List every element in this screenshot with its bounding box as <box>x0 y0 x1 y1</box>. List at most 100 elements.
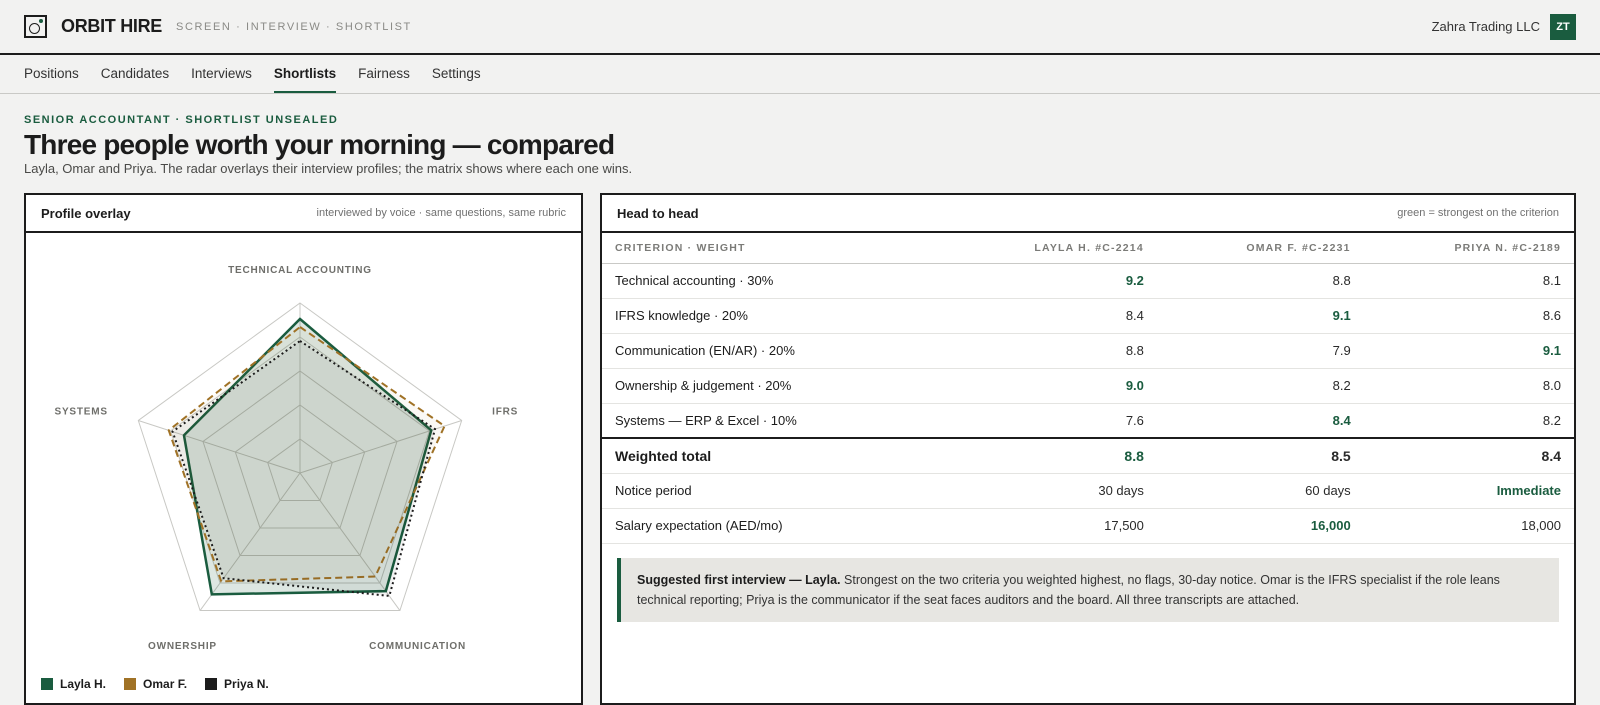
score-cell: 7.6 <box>942 403 1157 439</box>
profile-overlay-panel: Profile overlay interviewed by voice · s… <box>24 193 583 705</box>
matrix-title: Head to head <box>617 205 699 221</box>
score-cell: 8.4 <box>1156 403 1364 439</box>
table-row: Notice period 30 days 60 days Immediate <box>602 473 1574 509</box>
score-cell: 7.9 <box>1156 333 1364 369</box>
matrix-note: green = strongest on the criterion <box>1397 207 1559 219</box>
legend-label-omar: Omar F. <box>143 677 188 691</box>
column-header-criterion: CRITERION · WEIGHT <box>602 233 942 264</box>
table-header-row: CRITERION · WEIGHT LAYLA H. #C-2214 OMAR… <box>602 233 1574 264</box>
suggestion-callout: Suggested first interview — Layla. Stron… <box>617 557 1559 622</box>
score-cell: 8.8 <box>942 437 1157 474</box>
score-cell: 8.1 <box>1363 263 1574 299</box>
score-cell: 9.2 <box>942 263 1157 299</box>
criterion-label: IFRS knowledge · 20% <box>602 298 942 334</box>
criterion-label: Salary expectation (AED/mo) <box>602 508 942 544</box>
score-cell: 8.2 <box>1363 403 1574 439</box>
tab-candidates[interactable]: Candidates <box>100 65 170 81</box>
criterion-label: Ownership & judgement · 20% <box>602 368 942 404</box>
criterion-label: Notice period <box>602 473 942 509</box>
radar-chart: TECHNICAL ACCOUNTING IFRS COMMUNICATION OWN… <box>26 233 581 703</box>
score-cell: 16,000 <box>1156 508 1364 544</box>
overlay-note: interviewed by voice · same questions, s… <box>316 207 566 219</box>
radar-grid-ring <box>234 404 366 529</box>
criterion-label: Technical accounting · 30% <box>602 263 942 299</box>
score-cell: 18,000 <box>1363 508 1574 544</box>
score-cell: 8.8 <box>942 333 1157 369</box>
overlay-header: Profile overlay interviewed by voice · s… <box>26 195 581 233</box>
radar-axis-label: SYSTEMS <box>54 407 107 418</box>
overlay-title: Profile overlay <box>41 205 131 221</box>
radar-spoke <box>199 472 301 611</box>
score-cell: 30 days <box>942 473 1157 509</box>
score-cell: 8.4 <box>942 298 1157 334</box>
score-cell: 8.0 <box>1363 368 1574 404</box>
criterion-label: Communication (EN/AR) · 20% <box>602 333 942 369</box>
column-header-omar[interactable]: OMAR F. #C-2231 <box>1156 233 1364 264</box>
radar-spoke <box>299 472 401 611</box>
score-cell: 8.4 <box>1363 437 1574 474</box>
radar-series-priya[interactable] <box>171 339 437 598</box>
radar-grid-ring <box>170 336 430 584</box>
radar-svg: TECHNICAL ACCOUNTING IFRS COMMUNICATION OWN… <box>54 265 518 652</box>
score-cell: 8.5 <box>1156 437 1364 474</box>
criterion-label: Weighted total <box>602 437 942 474</box>
radar-grid-ring <box>137 302 463 612</box>
org-name[interactable]: Zahra Trading LLC <box>1431 19 1540 34</box>
tab-interviews[interactable]: Interviews <box>191 65 252 81</box>
column-header-priya[interactable]: PRIYA N. #C-2189 <box>1363 233 1574 264</box>
panels: Profile overlay interviewed by voice · s… <box>24 193 1576 705</box>
total-row: Weighted total 8.8 8.5 8.4 <box>602 437 1574 474</box>
legend-item-priya[interactable]: Priya N. <box>205 677 269 691</box>
score-cell: 60 days <box>1156 473 1364 509</box>
score-cell: 9.1 <box>1363 333 1574 369</box>
matrix-header: Head to head green = strongest on the cr… <box>602 195 1574 233</box>
score-cell: 17,500 <box>942 508 1157 544</box>
callout-body: Strongest on the two criteria you weight… <box>637 572 1500 607</box>
radar-axis-label: TECHNICAL ACCOUNTING <box>228 265 372 276</box>
radar-axis-label: OWNERSHIP <box>148 641 217 652</box>
page-eyebrow: SENIOR ACCOUNTANT · SHORTLIST UNSEALED <box>24 114 339 126</box>
tab-settings[interactable]: Settings <box>431 65 481 81</box>
callout-lead: Suggested first interview — Layla. <box>637 572 841 587</box>
legend-item-omar[interactable]: Omar F. <box>124 677 187 691</box>
score-cell: 9.1 <box>1156 298 1364 334</box>
score-cell: 8.6 <box>1363 298 1574 334</box>
score-cell: 9.0 <box>942 368 1157 404</box>
radar-axis-label: COMMUNICATION <box>369 641 466 652</box>
comparison-table: CRITERION · WEIGHT LAYLA H. #C-2214 OMAR… <box>602 233 1574 544</box>
legend-swatch-priya <box>205 678 218 690</box>
page-title: Three people worth your morning — compar… <box>24 129 615 160</box>
score-cell: Immediate <box>1363 473 1574 509</box>
radar-spoke <box>138 419 301 474</box>
top-bar: ORBIT HIRE SCREEN · INTERVIEW · SHORTLIS… <box>0 0 1600 55</box>
criterion-label: Systems — ERP & Excel · 10% <box>602 403 942 439</box>
radar-grid-ring <box>267 438 333 502</box>
radar-axis-label: IFRS <box>492 407 518 418</box>
radar-grid-ring <box>202 370 398 557</box>
legend-swatch-layla <box>41 678 53 690</box>
column-header-layla[interactable]: LAYLA H. #C-2214 <box>942 233 1157 264</box>
table-row: Technical accounting · 30% 9.2 8.8 8.1 <box>602 263 1574 299</box>
score-cell: 8.8 <box>1156 263 1364 299</box>
tab-fairness[interactable]: Fairness <box>358 65 410 81</box>
radar-legend: Layla H. Omar F. Priya N. <box>41 677 269 691</box>
page-subtitle: Layla, Omar and Priya. The radar overlay… <box>24 161 633 176</box>
main-nav: Positions Candidates Interviews Shortlis… <box>0 55 1600 94</box>
table-row: Ownership & judgement · 20% 9.0 8.2 8.0 <box>602 368 1574 404</box>
brand-name[interactable]: ORBIT HIRE <box>61 16 163 36</box>
avatar[interactable]: ZT <box>1550 13 1576 40</box>
page-header: SENIOR ACCOUNTANT · SHORTLIST UNSEALED T… <box>0 94 1600 190</box>
legend-swatch-omar <box>124 678 137 690</box>
tab-shortlists[interactable]: Shortlists <box>273 55 337 93</box>
table-row: Communication (EN/AR) · 20% 8.8 7.9 9.1 <box>602 333 1574 369</box>
head-to-head-panel: Head to head green = strongest on the cr… <box>600 193 1576 705</box>
score-cell: 8.2 <box>1156 368 1364 404</box>
table-row: Systems — ERP & Excel · 10% 7.6 8.4 8.2 <box>602 403 1574 439</box>
breadcrumb: SCREEN · INTERVIEW · SHORTLIST <box>176 20 412 33</box>
legend-item-layla[interactable]: Layla H. <box>41 677 106 691</box>
table-row: Salary expectation (AED/mo) 17,500 16,000 1… <box>602 508 1574 544</box>
tab-positions[interactable]: Positions <box>24 65 79 81</box>
table-row: IFRS knowledge · 20% 8.4 9.1 8.6 <box>602 298 1574 334</box>
logo-icon[interactable] <box>24 15 47 38</box>
legend-label-priya: Priya N. <box>224 677 269 691</box>
